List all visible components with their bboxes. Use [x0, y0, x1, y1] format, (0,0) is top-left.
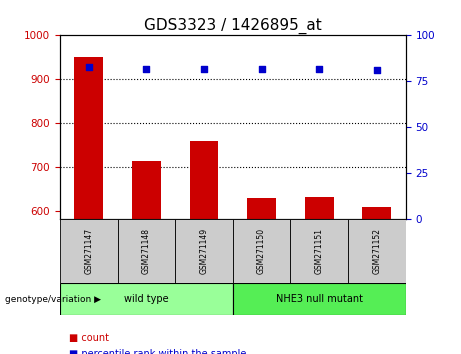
Point — [142, 66, 150, 72]
Point — [258, 66, 266, 72]
Bar — [233, 219, 290, 283]
Bar — [290, 219, 348, 283]
Bar — [247, 198, 276, 219]
Point — [373, 68, 381, 73]
Title: GDS3323 / 1426895_at: GDS3323 / 1426895_at — [144, 18, 322, 34]
Text: ■ count: ■ count — [69, 333, 109, 343]
Text: GSM271148: GSM271148 — [142, 228, 151, 274]
Bar — [60, 283, 233, 315]
Text: GSM271147: GSM271147 — [84, 228, 93, 274]
Text: NHE3 null mutant: NHE3 null mutant — [276, 294, 363, 304]
Text: GSM271151: GSM271151 — [315, 228, 324, 274]
Point — [200, 66, 207, 72]
Text: ■ percentile rank within the sample: ■ percentile rank within the sample — [69, 349, 247, 354]
Bar — [305, 197, 334, 219]
Bar — [189, 141, 219, 219]
Bar — [348, 219, 406, 283]
Bar — [60, 219, 118, 283]
Text: GSM271150: GSM271150 — [257, 228, 266, 274]
Text: wild type: wild type — [124, 294, 169, 304]
Point — [315, 66, 323, 72]
Bar — [118, 219, 175, 283]
Text: genotype/variation ▶: genotype/variation ▶ — [5, 295, 100, 304]
Point — [85, 64, 92, 69]
Bar — [362, 207, 391, 219]
Bar — [74, 57, 103, 219]
Bar — [233, 283, 406, 315]
Text: GSM271149: GSM271149 — [200, 228, 208, 274]
Bar — [132, 161, 161, 219]
Text: GSM271152: GSM271152 — [372, 228, 381, 274]
Bar — [175, 219, 233, 283]
